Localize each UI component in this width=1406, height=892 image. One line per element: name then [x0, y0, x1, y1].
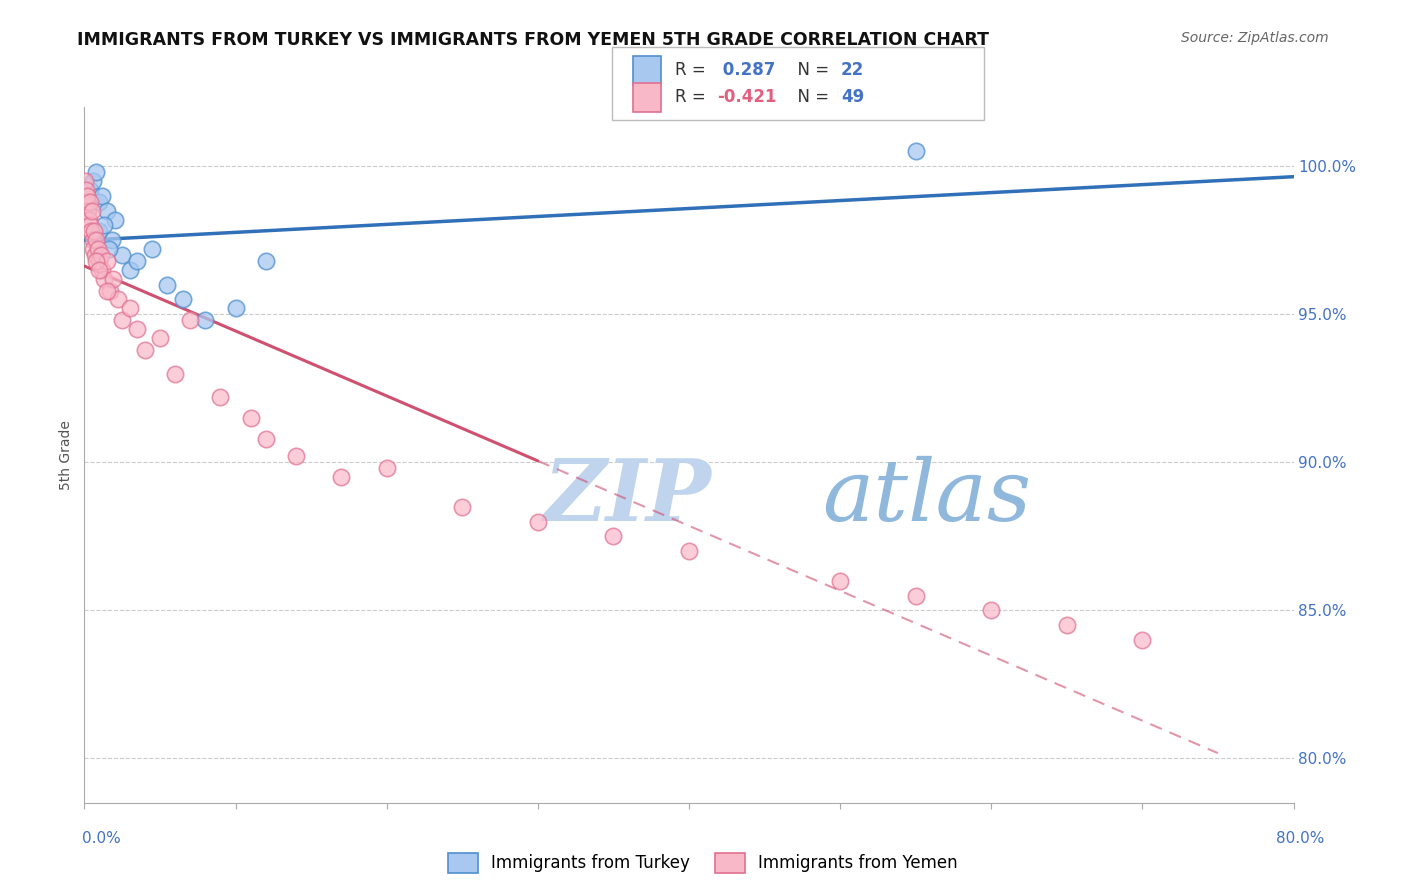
Point [97, 242, 120, 256]
Text: Source: ZipAtlas.com: Source: ZipAtlas.com [1181, 31, 1329, 45]
Point [93, 219, 115, 233]
Point [254, 254, 277, 268]
Point [111, 248, 134, 262]
Point [165, 367, 187, 381]
Point [87, 242, 110, 256]
Text: IMMIGRANTS FROM TURKEY VS IMMIGRANTS FROM YEMEN 5TH GRADE CORRELATION CHART: IMMIGRANTS FROM TURKEY VS IMMIGRANTS FRO… [77, 31, 990, 49]
Point [127, 254, 149, 268]
Point [83, 224, 105, 238]
Point [91, 189, 114, 203]
Point [118, 263, 141, 277]
Point [330, 470, 353, 484]
Point [118, 301, 141, 316]
Point [96, 254, 118, 268]
Point [98, 284, 121, 298]
Point [79, 183, 101, 197]
Point [79, 194, 101, 209]
Point [86, 254, 108, 268]
Point [375, 461, 398, 475]
Point [75, 183, 97, 197]
Point [225, 301, 247, 316]
Point [527, 515, 550, 529]
Point [76, 203, 98, 218]
Point [104, 212, 127, 227]
Point [904, 589, 927, 603]
Point [76, 194, 98, 209]
Point [141, 242, 163, 256]
Text: 0.287: 0.287 [717, 62, 776, 79]
Point [96, 284, 118, 298]
Text: N =: N = [787, 88, 835, 106]
Point [134, 343, 156, 357]
Text: -0.421: -0.421 [717, 88, 776, 106]
Point [156, 277, 179, 292]
Point [82, 242, 104, 256]
Point [89, 254, 111, 268]
Text: 22: 22 [841, 62, 865, 79]
Y-axis label: 5th Grade: 5th Grade [59, 420, 73, 490]
Text: atlas: atlas [823, 455, 1031, 538]
Point [82, 174, 104, 188]
Text: 0.0%: 0.0% [82, 831, 121, 846]
Point [111, 313, 134, 327]
Text: N =: N = [787, 62, 835, 79]
Point [678, 544, 700, 558]
Point [101, 272, 124, 286]
Point [451, 500, 474, 514]
Text: R =: R = [675, 88, 711, 106]
Point [86, 233, 108, 247]
Point [172, 293, 194, 307]
Point [127, 322, 149, 336]
Point [76, 189, 98, 203]
Point [93, 272, 115, 286]
Point [239, 411, 262, 425]
Point [1132, 632, 1154, 647]
Point [80, 203, 103, 218]
Point [904, 145, 927, 159]
Text: 80.0%: 80.0% [1277, 831, 1324, 846]
Point [89, 263, 111, 277]
Point [1056, 618, 1078, 632]
Point [107, 293, 129, 307]
Point [149, 331, 172, 345]
Point [86, 165, 108, 179]
Point [285, 450, 308, 464]
Point [830, 574, 852, 588]
Point [209, 390, 232, 404]
Text: ZIP: ZIP [544, 455, 711, 539]
Point [179, 313, 201, 327]
Text: R =: R = [675, 62, 711, 79]
Point [90, 248, 112, 262]
Point [89, 194, 111, 209]
Text: 49: 49 [841, 88, 865, 106]
Point [91, 263, 114, 277]
Point [80, 224, 103, 238]
Point [980, 603, 1002, 617]
Point [254, 432, 277, 446]
Point [77, 203, 100, 218]
Point [77, 212, 100, 227]
Point [82, 233, 104, 247]
Point [84, 248, 107, 262]
Point [100, 233, 122, 247]
Point [89, 224, 111, 238]
Point [602, 529, 624, 543]
Point [194, 313, 217, 327]
Point [79, 219, 101, 233]
Legend: Immigrants from Turkey, Immigrants from Yemen: Immigrants from Turkey, Immigrants from … [441, 847, 965, 880]
Point [96, 203, 118, 218]
Point [75, 174, 97, 188]
